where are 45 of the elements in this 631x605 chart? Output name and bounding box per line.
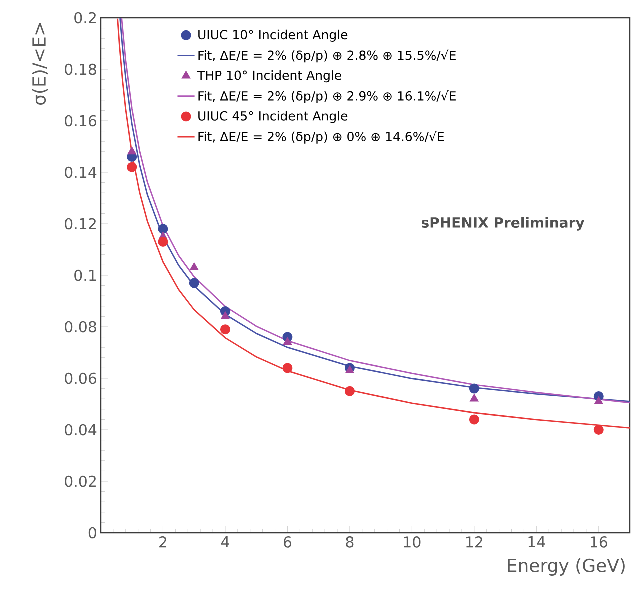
point xyxy=(221,312,230,320)
y-tick-label: 0.18 xyxy=(65,64,96,76)
point xyxy=(158,224,168,234)
point xyxy=(190,263,199,270)
y-axis-title: σ(E)/<E> xyxy=(32,23,48,105)
point xyxy=(469,414,480,425)
point xyxy=(594,425,604,435)
annotation: sPHENIX Preliminary xyxy=(422,217,585,231)
y-tick-label: 0 xyxy=(88,527,96,539)
legend-label: Fit, ΔE/E = 2% (δp/p) ⊕ 2.9% ⊕ 16.1%/√E xyxy=(198,90,456,104)
legend-label: THP 10° Incident Angle xyxy=(197,70,342,83)
point xyxy=(470,394,479,402)
y-tick-label: 0.14 xyxy=(65,166,97,178)
y-tick-label: 0.08 xyxy=(65,321,96,333)
point xyxy=(284,338,292,346)
x-tick-label: 14 xyxy=(528,536,546,548)
x-tick-label: 6 xyxy=(284,536,292,548)
point xyxy=(469,384,480,394)
y-tick-label: 0.04 xyxy=(65,424,97,436)
x-axis-title: Energy (GeV) xyxy=(508,558,625,576)
point xyxy=(344,386,355,396)
point xyxy=(158,237,168,248)
legend-label: Fit, ΔE/E = 2% (δp/p) ⊕ 0% ⊕ 14.6%/√E xyxy=(198,131,444,144)
x-tick-label: 12 xyxy=(466,536,482,548)
legend-label: UIUC 45° Incident Angle xyxy=(198,111,348,124)
point xyxy=(189,278,200,288)
y-tick-label: 0.12 xyxy=(65,218,96,230)
legend-label: UIUC 10° Incident Angle xyxy=(198,30,348,42)
y-tick-label: 0.06 xyxy=(65,372,97,384)
x-tick-label: 4 xyxy=(221,536,230,548)
y-tick-label: 0.16 xyxy=(65,115,97,127)
point xyxy=(127,162,138,172)
point xyxy=(282,363,293,374)
y-tick-label: 0.1 xyxy=(74,270,96,282)
point xyxy=(220,324,230,335)
point xyxy=(594,396,604,404)
x-tick-label: 8 xyxy=(346,536,354,548)
x-tick-label: 10 xyxy=(404,536,421,548)
x-tick-label: 16 xyxy=(590,536,608,548)
y-tick-label: 0.2 xyxy=(74,12,96,24)
y-tick-label: 0.02 xyxy=(65,476,96,488)
x-tick-label: 2 xyxy=(160,536,167,548)
point xyxy=(128,147,136,155)
legend-label: Fit, ΔE/E = 2% (δp/p) ⊕ 2.8% ⊕ 15.5%/√E xyxy=(198,50,456,63)
point xyxy=(346,366,354,374)
